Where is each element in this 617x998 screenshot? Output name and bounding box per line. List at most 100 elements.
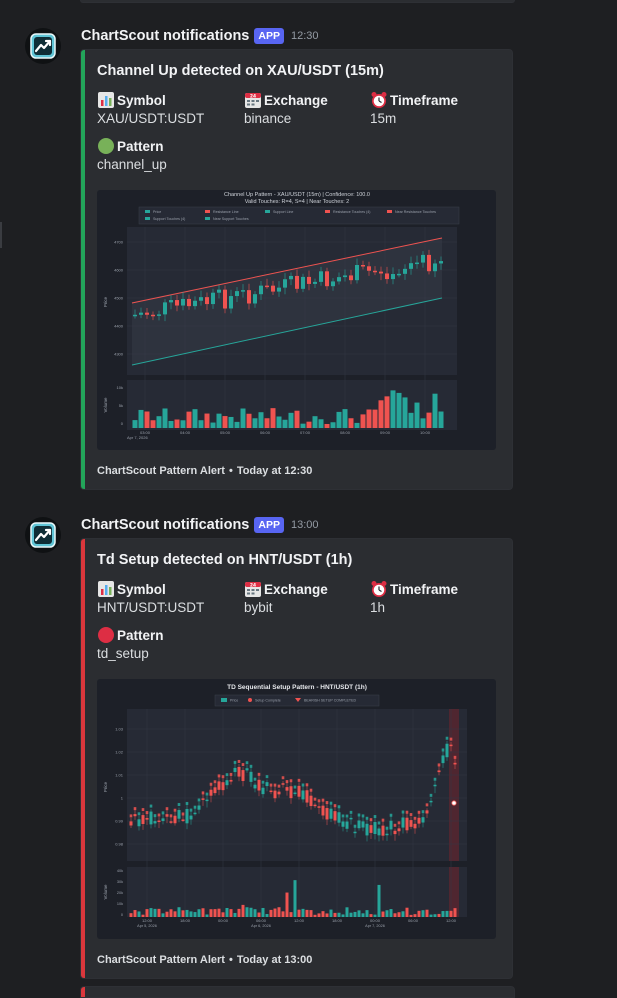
- chart-image[interactable]: TD Sequential Setup Pattern - HNT/USDT (…: [97, 679, 496, 939]
- volume-bar: [277, 907, 281, 917]
- volume-bar: [213, 909, 217, 917]
- td-count-marker: [281, 776, 285, 780]
- vol-tick: 10k: [117, 385, 123, 390]
- candles: [129, 736, 457, 842]
- price-panel: [127, 709, 467, 861]
- candle-body: [391, 274, 395, 280]
- candle-body: [313, 281, 317, 284]
- volume-bar: [449, 910, 453, 917]
- volume-bar: [317, 913, 321, 917]
- td-count-marker: [329, 801, 333, 805]
- td-count-marker: [433, 777, 437, 781]
- candle-body: [289, 786, 293, 799]
- candle-body: [441, 755, 445, 764]
- legend-swatch: [145, 210, 150, 213]
- volume-bar: [437, 913, 441, 917]
- x-tick: 12:00: [142, 918, 153, 923]
- td-count-marker: [189, 808, 193, 812]
- candle-body: [367, 266, 371, 271]
- candle-body: [233, 767, 237, 773]
- candle-body: [337, 277, 341, 282]
- volume-bar: [288, 412, 294, 428]
- username[interactable]: ChartScout notifications: [81, 517, 250, 533]
- svg-text:24: 24: [250, 93, 256, 99]
- candle-body: [187, 298, 191, 307]
- chart-image[interactable]: Channel Up Pattern - XAU/USDT (15m) | Co…: [97, 190, 496, 450]
- volume-bar: [354, 422, 360, 428]
- volume-label: Volume: [103, 884, 108, 900]
- bot-avatar[interactable]: [25, 28, 61, 64]
- td-count-marker: [165, 807, 169, 811]
- legend-label: Support Touches (4): [153, 217, 185, 221]
- candle-body: [349, 275, 353, 281]
- timestamp[interactable]: 13:00: [290, 519, 319, 531]
- td-count-marker: [345, 814, 349, 818]
- candle-body: [157, 314, 161, 316]
- candle-body: [245, 768, 249, 771]
- field-pattern: Pattern channel_up: [97, 137, 167, 172]
- volume-bar: [357, 910, 361, 917]
- x-tick: 07:00: [300, 430, 311, 435]
- x-tick: 06:00: [260, 430, 271, 435]
- field-value: HNT/USDT:USDT: [97, 600, 205, 615]
- volume-bar: [405, 907, 409, 917]
- volume-bar: [441, 911, 445, 917]
- candle-body: [271, 285, 275, 292]
- td-count-marker: [237, 759, 241, 763]
- candle-body: [225, 780, 229, 786]
- y-tick: 4400: [114, 324, 124, 329]
- field-name: Exchange: [264, 92, 328, 108]
- volume-bar: [342, 409, 348, 428]
- volume-bar: [145, 909, 149, 917]
- td-count-marker: [441, 748, 445, 752]
- td-count-marker: [285, 780, 289, 784]
- td-count-marker: [269, 783, 273, 787]
- volume-bar: [361, 913, 365, 917]
- legend-swatch: [205, 217, 210, 220]
- volume-bar: [414, 402, 420, 428]
- td-count-marker: [157, 813, 161, 817]
- field-value: channel_up: [97, 157, 167, 172]
- candle-body: [141, 815, 145, 824]
- setup-complete-marker: [451, 800, 457, 806]
- td-count-marker: [241, 763, 245, 767]
- volume-bar: [180, 420, 186, 428]
- td-count-marker: [309, 788, 313, 792]
- volume-bar: [221, 912, 225, 917]
- volume-bar: [258, 412, 264, 428]
- candle-body: [145, 818, 149, 820]
- x-tick: 10:00: [420, 430, 431, 435]
- td-count-marker: [217, 774, 221, 778]
- candle-body: [409, 263, 413, 269]
- td-count-marker: [325, 801, 329, 805]
- bot-avatar[interactable]: [25, 517, 61, 553]
- volume-bar: [209, 909, 213, 917]
- volume-bar: [204, 413, 210, 428]
- candle-body: [293, 792, 297, 795]
- footer-time: Today at 12:30: [236, 465, 313, 477]
- vol-tick: 5k: [119, 403, 123, 408]
- volume-bars: [132, 390, 444, 428]
- td-count-marker: [229, 772, 233, 776]
- volume-bar: [385, 910, 389, 917]
- candle-body: [449, 744, 453, 747]
- volume-bar: [426, 412, 432, 428]
- username[interactable]: ChartScout notifications: [81, 28, 250, 44]
- candle-body: [345, 821, 349, 829]
- candle-body: [317, 806, 321, 808]
- candle-body: [373, 822, 377, 835]
- field-symbol: Symbol XAU/USDT:USDT: [97, 91, 204, 126]
- timestamp[interactable]: 12:30: [290, 30, 319, 42]
- td-count-marker: [305, 783, 309, 787]
- candle-body: [169, 300, 173, 303]
- y-tick: 4500: [114, 296, 124, 301]
- field-name: Pattern: [117, 138, 164, 154]
- td-count-marker: [365, 816, 369, 820]
- candle-body: [205, 799, 209, 802]
- td-count-marker: [169, 814, 173, 818]
- candle-body: [217, 781, 221, 790]
- volume-panel: [127, 867, 467, 917]
- volume-bar: [186, 411, 192, 428]
- volume-bar: [429, 914, 433, 917]
- candle-body: [235, 291, 239, 297]
